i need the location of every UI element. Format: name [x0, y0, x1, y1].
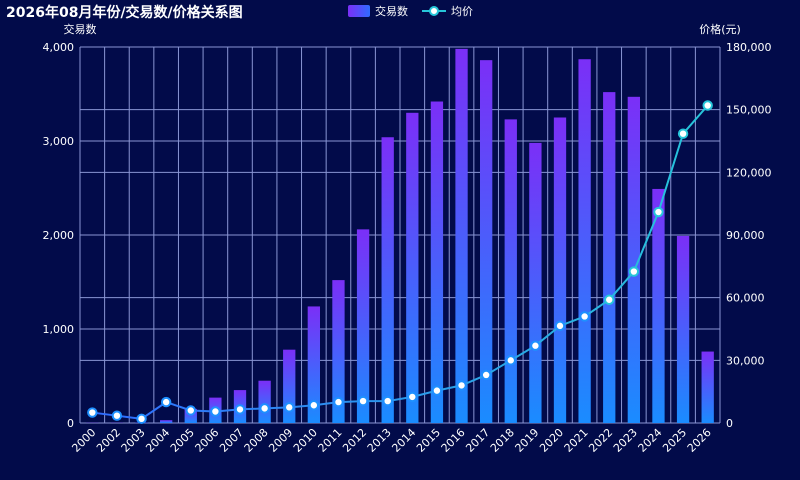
- x-tick-label: 2010: [291, 426, 320, 455]
- x-tick-label: 2025: [660, 426, 689, 455]
- x-tick-label: 2026: [685, 426, 714, 455]
- legend-label-count: 交易数: [375, 5, 408, 18]
- legend-bar-swatch: [348, 5, 370, 17]
- y-axis-left-label: 交易数: [64, 22, 97, 36]
- x-tick-label: 2024: [636, 426, 665, 455]
- price-point-2020[interactable]: [554, 320, 566, 332]
- bar-2011[interactable]: [332, 280, 345, 423]
- x-tick-label: 2016: [439, 426, 468, 455]
- bar-2019[interactable]: [529, 142, 542, 423]
- y-left-tick-label: 0: [67, 417, 74, 430]
- grid: [79, 46, 721, 424]
- x-tick-label: 2018: [488, 426, 517, 455]
- x-tick-label: 2017: [463, 426, 492, 455]
- x-tick-label: 2013: [365, 426, 394, 455]
- price-point-2002[interactable]: [111, 410, 123, 421]
- price-point-2018[interactable]: [505, 355, 516, 366]
- price-point-2023[interactable]: [628, 266, 640, 277]
- bar-2018[interactable]: [504, 119, 517, 423]
- bar-2025[interactable]: [676, 235, 690, 423]
- bar-2020[interactable]: [553, 117, 567, 424]
- bar-series: [86, 48, 714, 424]
- y-right-tick-label: 120,000: [726, 166, 772, 179]
- y-right-tick-label: 150,000: [726, 104, 772, 117]
- y-left-tick-label: 2,000: [43, 229, 75, 242]
- price-point-2004[interactable]: [160, 396, 172, 408]
- bar-2016[interactable]: [455, 48, 468, 423]
- legend: 交易数 均价: [348, 3, 473, 19]
- price-point-2017[interactable]: [480, 369, 492, 381]
- legend-label-price: 均价: [451, 5, 473, 18]
- y-left-tick-label: 3,000: [43, 135, 75, 148]
- x-tick-label: 2012: [340, 426, 369, 455]
- price-point-2005[interactable]: [185, 405, 196, 416]
- bar-2012[interactable]: [356, 229, 370, 423]
- line-series: [87, 100, 713, 425]
- x-tick-label: 2000: [69, 426, 98, 455]
- x-tick-label: 2002: [94, 426, 123, 455]
- bar-2024[interactable]: [652, 188, 665, 423]
- y-right-tick-label: 60,000: [726, 292, 765, 305]
- x-tick-label: 2020: [537, 426, 566, 455]
- x-tick-label: 2011: [316, 426, 345, 455]
- x-tick-label: 2009: [266, 426, 295, 455]
- x-tick-label: 2023: [611, 426, 640, 455]
- x-tick-label: 2003: [119, 426, 148, 455]
- bar-2015[interactable]: [430, 101, 444, 424]
- price-point-2008[interactable]: [259, 403, 270, 414]
- x-tick-label: 2022: [586, 426, 615, 455]
- price-point-2022[interactable]: [604, 294, 615, 305]
- bar-2026[interactable]: [701, 351, 714, 423]
- x-tick-label: 2021: [562, 426, 591, 455]
- y-axis-right-label: 价格(元): [699, 22, 741, 36]
- price-point-2011[interactable]: [333, 396, 344, 408]
- bar-2023[interactable]: [627, 96, 640, 423]
- price-point-2009[interactable]: [284, 402, 295, 413]
- price-point-2014[interactable]: [407, 391, 418, 403]
- bar-2021[interactable]: [578, 59, 591, 423]
- legend-item-count[interactable]: 交易数: [348, 3, 408, 19]
- bar-2013[interactable]: [381, 137, 394, 424]
- price-point-2026[interactable]: [702, 100, 713, 111]
- x-tick-label: 2019: [513, 426, 542, 455]
- price-point-2019[interactable]: [530, 340, 541, 351]
- bar-2004[interactable]: [160, 420, 173, 423]
- y-right-tick-label: 0: [726, 417, 733, 430]
- x-tick-label: 2005: [168, 426, 197, 455]
- x-tick-label: 2004: [143, 426, 172, 455]
- price-point-2000[interactable]: [87, 407, 98, 418]
- price-point-2024[interactable]: [653, 206, 664, 218]
- bar-2017[interactable]: [480, 60, 493, 423]
- y-right-tick-label: 180,000: [726, 41, 772, 54]
- x-tick-label: 2006: [193, 426, 222, 455]
- price-point-2003[interactable]: [136, 413, 147, 425]
- price-point-2012[interactable]: [357, 395, 369, 407]
- price-point-2013[interactable]: [382, 395, 393, 407]
- y-left-tick-label: 1,000: [43, 323, 75, 336]
- legend-line-swatch: [422, 6, 446, 16]
- bar-2022[interactable]: [603, 92, 616, 424]
- price-point-2015[interactable]: [431, 385, 443, 396]
- x-tick-label: 2007: [217, 426, 246, 455]
- y-right-tick-label: 90,000: [726, 229, 765, 242]
- bar-2008[interactable]: [258, 380, 271, 423]
- x-tick-label: 2008: [242, 426, 271, 455]
- chart-title: 2026年08月年份/交易数/价格关系图: [6, 5, 243, 21]
- y-left-tick-label: 4,000: [43, 41, 75, 54]
- bar-2010[interactable]: [307, 306, 320, 423]
- legend-item-price[interactable]: 均价: [422, 3, 473, 19]
- price-point-2010[interactable]: [308, 400, 320, 411]
- price-point-2021[interactable]: [579, 311, 590, 322]
- y-right-tick-label: 30,000: [726, 354, 765, 367]
- x-tick-label: 2015: [414, 426, 443, 455]
- price-point-2016[interactable]: [456, 380, 467, 391]
- bar-2014[interactable]: [406, 112, 419, 424]
- x-tick-label: 2014: [389, 426, 418, 455]
- price-point-2025[interactable]: [677, 128, 689, 139]
- price-point-2006[interactable]: [210, 406, 221, 417]
- price-point-2007[interactable]: [234, 404, 246, 415]
